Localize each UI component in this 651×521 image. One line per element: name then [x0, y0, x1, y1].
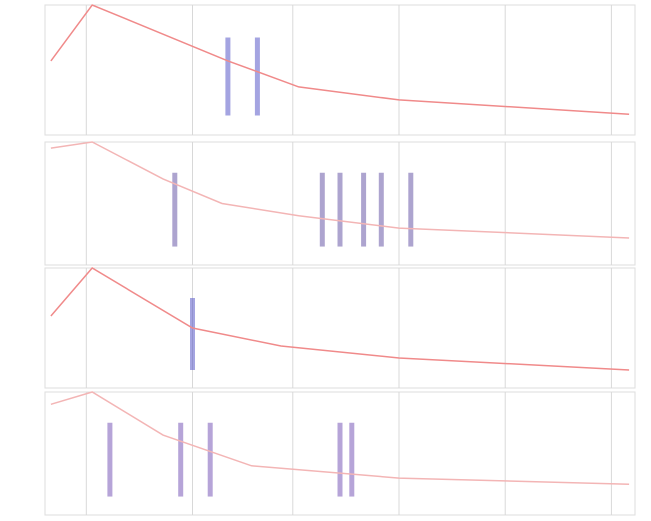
event-bar	[178, 423, 183, 497]
panel	[45, 268, 635, 388]
panel	[45, 5, 635, 135]
event-bar	[107, 423, 112, 497]
event-bar	[190, 298, 195, 370]
event-bar	[379, 173, 384, 247]
event-bar	[320, 173, 325, 247]
event-bar	[408, 173, 413, 247]
event-bar	[255, 38, 260, 116]
event-bar	[361, 173, 366, 247]
event-bar	[338, 423, 343, 497]
screen	[0, 0, 651, 521]
event-bar	[338, 173, 343, 247]
event-bar	[349, 423, 354, 497]
event-bar	[225, 38, 230, 116]
event-bar	[208, 423, 213, 497]
